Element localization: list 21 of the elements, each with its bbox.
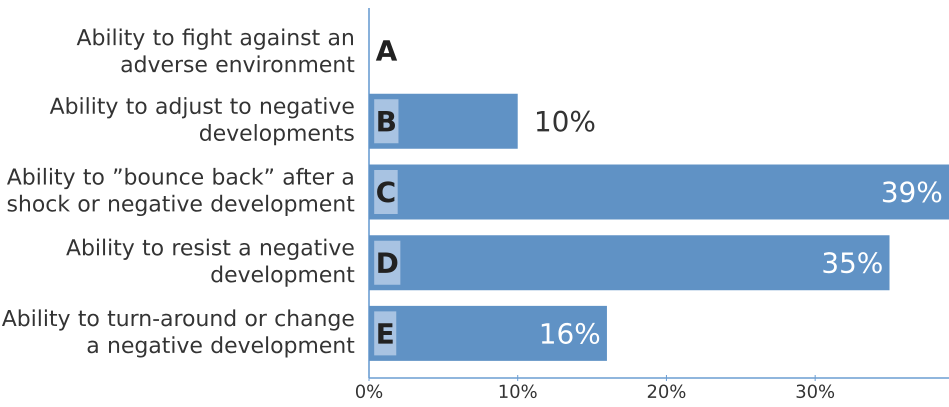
data-label: 35% bbox=[823, 252, 882, 274]
bar bbox=[369, 306, 607, 361]
y-tick-label: Ability to resist a negative development bbox=[66, 238, 354, 287]
annotation: D bbox=[378, 252, 398, 273]
annotation: B bbox=[378, 111, 395, 132]
x-tick-label: 0% bbox=[356, 384, 382, 398]
y-tick-label: Ability to adjust to negative developments bbox=[50, 97, 354, 146]
x-tick-label: 20% bbox=[648, 384, 686, 398]
data-label: 16% bbox=[542, 322, 600, 344]
y-tick-label: Ability to ”bounce back” after a shock or negative development bbox=[6, 168, 354, 216]
bar bbox=[369, 235, 890, 290]
y-tick-label: Ability to turn-around or change a negative development bbox=[2, 309, 354, 358]
annotation: C bbox=[377, 181, 394, 202]
x-tick-label: 30% bbox=[796, 384, 834, 398]
y-tick-label: Ability to fight against an adverse environment bbox=[76, 28, 354, 72]
data-label: 10% bbox=[536, 110, 594, 132]
annotation: E bbox=[378, 323, 393, 344]
data-label: 39% bbox=[882, 181, 942, 202]
annotation: A bbox=[376, 40, 398, 61]
bar bbox=[369, 164, 949, 220]
x-tick-label: 10% bbox=[500, 384, 537, 398]
